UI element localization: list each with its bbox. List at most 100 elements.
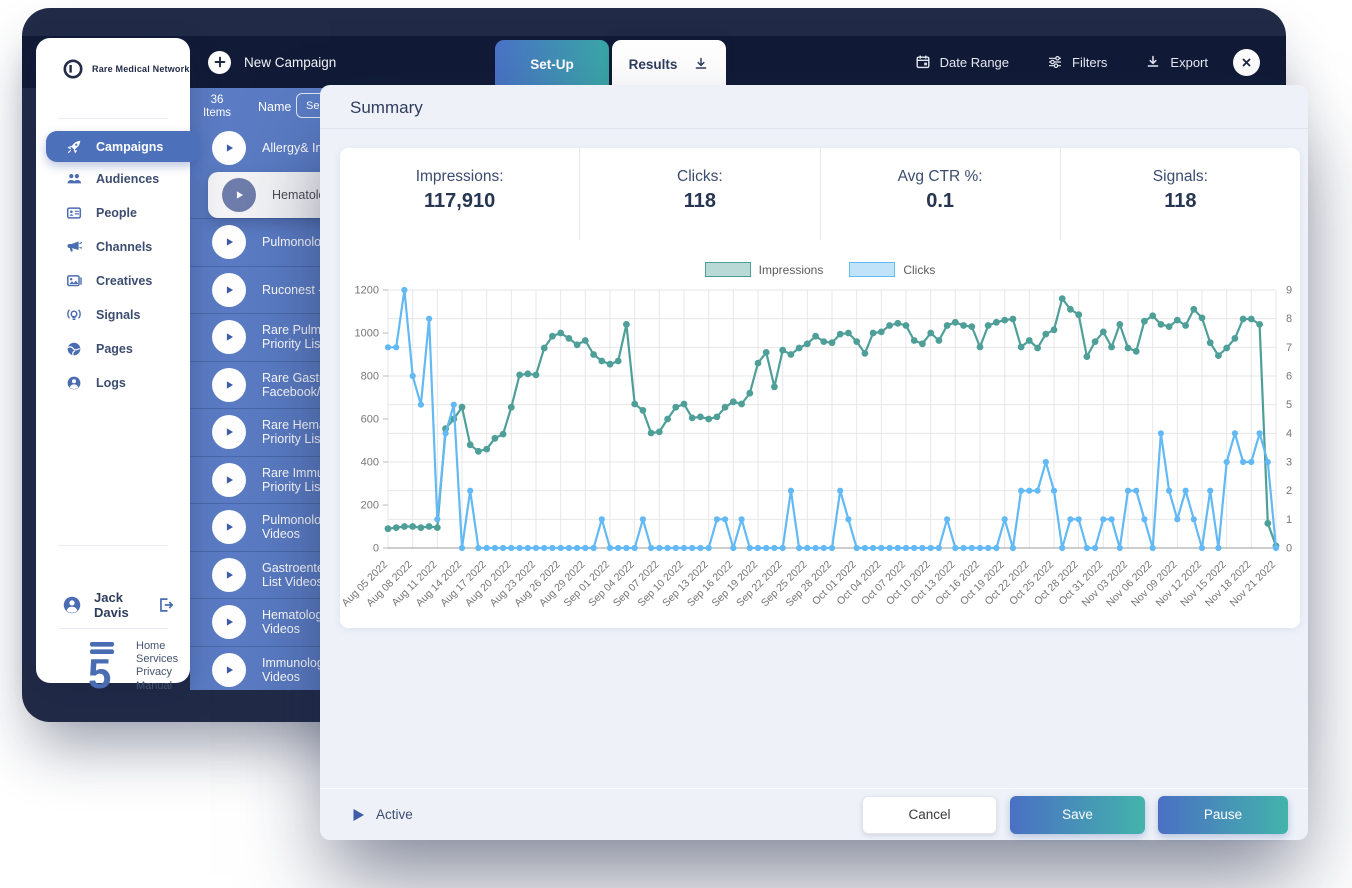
- svg-text:5: 5: [1286, 399, 1292, 411]
- sidebar-item-campaigns[interactable]: Campaigns: [46, 131, 200, 162]
- audiences-icon: [66, 171, 82, 187]
- play-icon[interactable]: [212, 225, 246, 260]
- svg-text:9: 9: [1286, 285, 1292, 297]
- svg-text:2: 2: [1286, 485, 1292, 497]
- campaign-row[interactable]: Gastroenter List Videos: [190, 550, 346, 599]
- campaign-row[interactable]: Hematology Videos: [190, 598, 346, 646]
- svg-text:6: 6: [1286, 371, 1292, 383]
- contact-card-icon: [66, 205, 82, 221]
- sidebar-item-channels[interactable]: Channels: [36, 230, 190, 264]
- items-count: 36 Items: [202, 94, 232, 119]
- new-campaign-button[interactable]: New Campaign: [208, 48, 336, 76]
- legend-impressions[interactable]: Impressions: [704, 262, 823, 277]
- sidebar-item-pages[interactable]: Pages: [36, 332, 190, 366]
- play-icon[interactable]: [212, 652, 246, 687]
- download-icon[interactable]: [693, 56, 709, 72]
- campaign-row[interactable]: Rare Gastro Facebook/In: [190, 360, 346, 409]
- chart-legend: Impressions Clicks: [340, 262, 1300, 277]
- globe-icon: [66, 341, 82, 357]
- tab-set-up[interactable]: Set-Up: [495, 40, 609, 88]
- svg-text:800: 800: [361, 371, 379, 383]
- campaign-name: Immunology Videos: [262, 655, 331, 684]
- export-button[interactable]: Export: [1145, 54, 1208, 70]
- stat-signals: Signals: 118: [1059, 148, 1300, 240]
- calendar-icon: [915, 54, 931, 70]
- cancel-button[interactable]: Cancel: [862, 795, 997, 834]
- footer-link-home[interactable]: Home: [136, 640, 166, 652]
- svg-text:7: 7: [1286, 342, 1292, 354]
- svg-text:3: 3: [1286, 457, 1292, 469]
- tab-results[interactable]: Results: [612, 40, 726, 88]
- download-icon: [1145, 54, 1161, 70]
- play-icon[interactable]: [212, 367, 246, 402]
- svg-text:5: 5: [88, 650, 111, 692]
- svg-text:8: 8: [1286, 313, 1292, 325]
- date-range-button[interactable]: Date Range: [915, 54, 1009, 70]
- person-circle-icon: [66, 375, 82, 391]
- close-icon: [1239, 55, 1254, 70]
- modal-footer: Active Cancel Save Pause: [320, 788, 1308, 840]
- stats-row: Impressions: 117,910 Clicks: 118 Avg CTR…: [340, 148, 1300, 240]
- footer-link-services[interactable]: Services: [136, 653, 179, 666]
- pause-button[interactable]: Pause: [1158, 795, 1288, 834]
- user-name: Jack Davis: [94, 590, 129, 620]
- play-icon[interactable]: [222, 177, 256, 212]
- campaign-row[interactable]: Pulmonolog: [190, 218, 346, 266]
- campaign-name: Pulmonolog Videos: [262, 513, 329, 542]
- sidebar-item-creatives[interactable]: Creatives: [36, 264, 190, 298]
- five-logo: 5: [88, 640, 122, 692]
- sidebar-item-signals[interactable]: Signals: [36, 298, 190, 332]
- play-icon[interactable]: [212, 605, 246, 640]
- campaign-name: Pulmonolog: [262, 235, 329, 250]
- clicks-swatch: [849, 262, 896, 277]
- close-button[interactable]: [1233, 49, 1260, 76]
- svg-text:200: 200: [361, 500, 379, 512]
- name-column-header: Name: [258, 99, 292, 114]
- filters-button[interactable]: Filters: [1047, 54, 1107, 70]
- divider: [58, 628, 168, 629]
- play-icon[interactable]: [212, 272, 246, 307]
- sidebar-item-logs[interactable]: Logs: [36, 366, 190, 400]
- play-icon[interactable]: [212, 131, 246, 166]
- play-icon[interactable]: [212, 462, 246, 497]
- image-icon: [66, 273, 82, 289]
- divider: [58, 545, 168, 546]
- svg-text:4: 4: [1286, 428, 1292, 440]
- sidebar-item-people[interactable]: People: [36, 196, 190, 230]
- campaign-row[interactable]: Immunology Videos: [190, 645, 346, 691]
- rocket-icon: [66, 139, 82, 155]
- svg-text:400: 400: [361, 457, 379, 469]
- legend-clicks[interactable]: Clicks: [849, 262, 935, 277]
- plus-icon: [208, 50, 231, 74]
- save-button[interactable]: Save: [1010, 795, 1145, 834]
- summary-chart: 0 1 2 3 4 5 6 7 8 9 0 200 400 600 800 1000 1200 Aug 05 20…: [340, 276, 1300, 628]
- campaign-name: Hematology Videos: [262, 608, 329, 637]
- footer-link-manual[interactable]: Manual: [136, 679, 173, 692]
- play-icon[interactable]: [212, 510, 246, 545]
- sidebar-nav: Campaigns Audiences People Channels Crea…: [36, 131, 200, 400]
- svg-text:0: 0: [1286, 543, 1292, 555]
- status-label: Active: [376, 807, 413, 822]
- impressions-swatch: [704, 262, 751, 277]
- campaign-row[interactable]: Pulmonolog Videos: [190, 503, 346, 551]
- campaign-status[interactable]: Active: [352, 807, 413, 822]
- play-icon[interactable]: [212, 557, 246, 592]
- logout-icon[interactable]: [156, 596, 174, 614]
- play-icon[interactable]: [212, 320, 246, 355]
- svg-text:1200: 1200: [355, 285, 379, 297]
- footer-link-privacy[interactable]: Privacy: [136, 666, 173, 679]
- footer-buttons: Cancel Save Pause: [862, 795, 1288, 834]
- brand-name: Rare Medical Network: [92, 64, 190, 74]
- summary-modal: Summary Impressions: 117,910 Clicks: 118…: [320, 85, 1308, 840]
- play-icon[interactable]: [212, 415, 246, 450]
- brand-logo: Rare Medical Network: [62, 58, 190, 80]
- stat-impressions: Impressions: 117,910: [415, 168, 504, 212]
- modal-title: Summary: [350, 98, 423, 117]
- bulb-icon: [66, 307, 82, 323]
- sliders-icon: [1047, 54, 1063, 70]
- sidebar-item-audiences[interactable]: Audiences: [36, 162, 190, 196]
- new-campaign-label: New Campaign: [244, 54, 337, 70]
- user-menu[interactable]: Jack Davis: [62, 590, 174, 620]
- stat-clicks: Clicks: 118: [579, 148, 819, 240]
